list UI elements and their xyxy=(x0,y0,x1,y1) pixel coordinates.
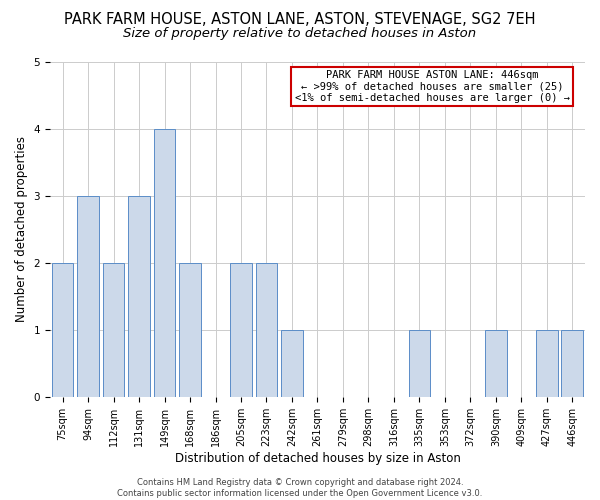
Text: PARK FARM HOUSE, ASTON LANE, ASTON, STEVENAGE, SG2 7EH: PARK FARM HOUSE, ASTON LANE, ASTON, STEV… xyxy=(64,12,536,28)
Bar xyxy=(103,263,124,398)
Bar xyxy=(562,330,583,398)
Bar xyxy=(128,196,150,398)
Bar xyxy=(536,330,557,398)
Y-axis label: Number of detached properties: Number of detached properties xyxy=(15,136,28,322)
Text: PARK FARM HOUSE ASTON LANE: 446sqm
← >99% of detached houses are smaller (25)
<1: PARK FARM HOUSE ASTON LANE: 446sqm ← >99… xyxy=(295,70,569,103)
Bar xyxy=(52,263,73,398)
Text: Size of property relative to detached houses in Aston: Size of property relative to detached ho… xyxy=(124,28,476,40)
Bar xyxy=(256,263,277,398)
Bar xyxy=(485,330,506,398)
Bar xyxy=(409,330,430,398)
Bar xyxy=(154,128,175,398)
Bar xyxy=(230,263,252,398)
Text: Contains HM Land Registry data © Crown copyright and database right 2024.
Contai: Contains HM Land Registry data © Crown c… xyxy=(118,478,482,498)
X-axis label: Distribution of detached houses by size in Aston: Distribution of detached houses by size … xyxy=(175,452,460,465)
Bar xyxy=(281,330,303,398)
Bar xyxy=(179,263,201,398)
Bar xyxy=(77,196,99,398)
